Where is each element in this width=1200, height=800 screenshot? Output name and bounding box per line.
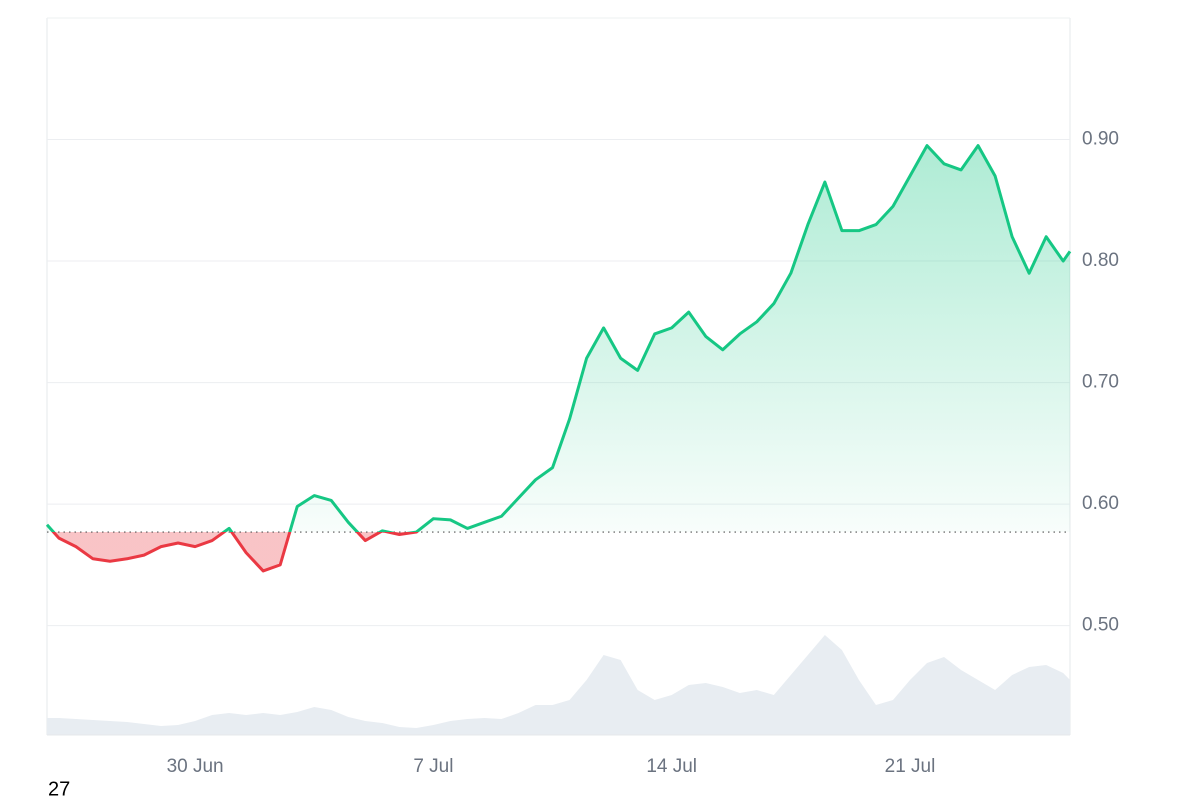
- price-area: [47, 145, 1070, 571]
- plot: [45, 17, 1072, 736]
- x-tick-label: 14 Jul: [646, 756, 697, 777]
- y-tick-label: 0.90: [1082, 129, 1119, 150]
- x-tick-label: 7 Jul: [413, 756, 453, 777]
- y-tick-label: 0.60: [1082, 493, 1119, 514]
- volume-area: [47, 635, 1070, 735]
- y-tick-label: 0.80: [1082, 250, 1119, 271]
- x-tick-label: 21 Jul: [885, 756, 936, 777]
- y-tick-label: 0.70: [1082, 372, 1119, 393]
- price-line: [45, 144, 1072, 573]
- y-tick-label: 0.50: [1082, 615, 1119, 636]
- x-tick-label: 30 Jun: [167, 756, 224, 777]
- footer-label: 27: [48, 778, 70, 800]
